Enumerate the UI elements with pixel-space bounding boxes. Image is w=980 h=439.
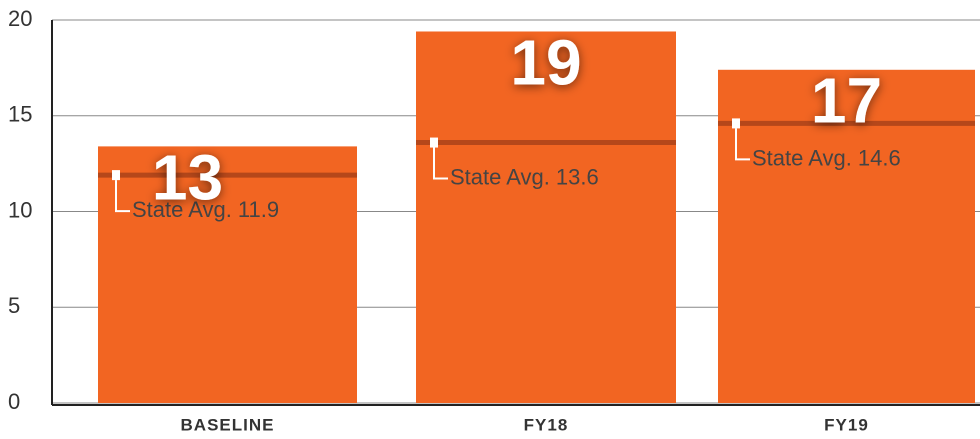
reference-value: 14.6 — [858, 145, 901, 170]
reference-name: State Avg. — [132, 197, 232, 222]
bar — [416, 31, 676, 404]
reference-marker — [112, 170, 120, 181]
x-tick-label: BASELINE — [181, 415, 275, 434]
reference-marker — [430, 137, 438, 148]
reference-leader — [115, 180, 130, 213]
reference-name: State Avg. — [450, 164, 550, 189]
reference-label: State Avg. 13.6 — [450, 164, 599, 189]
x-tick-label: FY19 — [824, 415, 869, 434]
reference-label: State Avg. 14.6 — [752, 145, 901, 170]
reference-leader — [433, 147, 448, 180]
value-label: 17 — [811, 65, 882, 137]
y-tick-label: 10 — [8, 197, 32, 222]
reference-leader — [735, 128, 750, 161]
y-tick-label: 15 — [8, 102, 32, 127]
reference-label: State Avg. 11.9 — [132, 197, 279, 222]
value-label: 19 — [510, 26, 581, 98]
reference-name: State Avg. — [752, 145, 852, 170]
y-tick-label: 20 — [8, 6, 32, 31]
x-tick-label: FY18 — [524, 415, 569, 434]
y-tick-label: 5 — [8, 293, 20, 318]
y-tick-label: 0 — [8, 389, 20, 414]
bar — [98, 146, 357, 403]
reference-marker — [732, 118, 740, 129]
reference-value: 11.9 — [238, 197, 279, 222]
reference-value: 13.6 — [556, 164, 599, 189]
value-label: 13 — [152, 141, 223, 213]
